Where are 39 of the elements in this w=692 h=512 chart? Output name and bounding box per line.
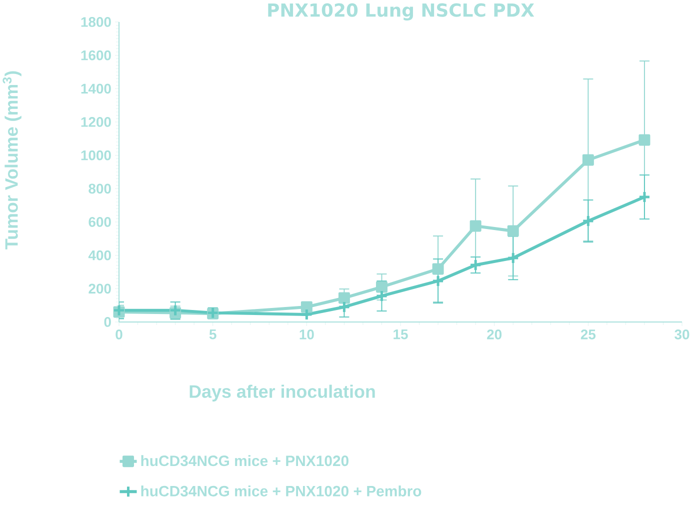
point bbox=[338, 300, 350, 314]
y-tick-label: 1400 bbox=[81, 84, 111, 94]
x-tick-label: 25 bbox=[580, 329, 596, 340]
x-tick-label: 15 bbox=[394, 330, 408, 340]
point bbox=[375, 290, 388, 302]
point bbox=[638, 134, 650, 146]
x-tick-label: 30 bbox=[674, 329, 690, 340]
point bbox=[338, 292, 350, 304]
point bbox=[582, 154, 594, 166]
y-tick-label: 1600 bbox=[81, 50, 111, 60]
x-axis-title: Days after inoculation bbox=[190, 384, 375, 402]
point bbox=[169, 304, 182, 317]
x-tick-label: 20 bbox=[487, 329, 502, 340]
x-tick-label: 0 bbox=[116, 329, 122, 340]
point bbox=[638, 190, 651, 204]
x-tick-label: 5 bbox=[209, 330, 216, 340]
point bbox=[300, 301, 312, 313]
y-tick-label: 400 bbox=[88, 250, 111, 260]
y-tick-label: 0 bbox=[104, 317, 111, 327]
y-tick-label: 1800 bbox=[81, 17, 111, 27]
point bbox=[582, 214, 594, 228]
legend-label: huCD34NCG mice + PNX1020 + Pembro bbox=[141, 485, 422, 496]
point bbox=[470, 220, 482, 232]
x-tick-label: 10 bbox=[300, 329, 314, 340]
y-tick-label: 800 bbox=[88, 184, 111, 194]
chart-title: PNX1020 Lung NSCLC PDX bbox=[268, 3, 534, 20]
point bbox=[469, 258, 482, 272]
y-axis-title: Tumor Volume (mm$^{3}$) bbox=[2, 71, 22, 250]
point bbox=[507, 225, 519, 237]
point bbox=[300, 308, 313, 321]
y-tick-label: 1200 bbox=[81, 117, 111, 127]
legend-label: huCD34NCG mice + PNX1020 bbox=[141, 455, 348, 466]
y-tick-label: 1000 bbox=[81, 150, 111, 160]
point bbox=[506, 252, 520, 264]
point bbox=[376, 281, 388, 293]
y-tick-label: 600 bbox=[88, 217, 111, 227]
y-tick-label: 200 bbox=[88, 284, 111, 294]
point bbox=[432, 274, 444, 288]
point bbox=[432, 263, 444, 275]
